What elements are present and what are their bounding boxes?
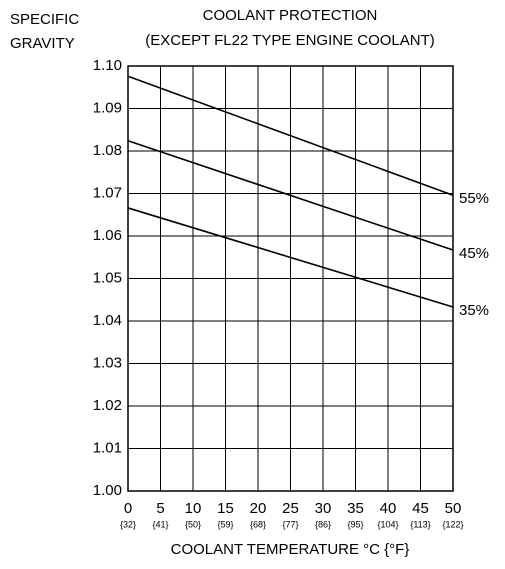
y-tick-label: 1.03 (93, 354, 122, 371)
y-tick-label: 1.09 (93, 99, 122, 116)
x-tick-secondary-label: {32} (120, 519, 136, 529)
x-tick-label: 0 (124, 500, 132, 517)
x-tick-secondary-label: {104} (377, 519, 398, 529)
line (127, 75, 454, 196)
line (127, 140, 454, 251)
y-tick-label: 1.06 (93, 227, 122, 244)
y-tick-label: 1.07 (93, 184, 122, 201)
x-tick-label: 45 (412, 500, 429, 517)
x-tick-label: 20 (250, 500, 267, 517)
y-axis-label: GRAVITY (10, 35, 75, 52)
x-tick-secondary-label: {122} (442, 519, 463, 529)
x-tick-label: 10 (185, 500, 202, 517)
y-tick-label: 1.00 (93, 482, 122, 499)
y-tick-label: 1.08 (93, 142, 122, 159)
x-tick-secondary-label: {95} (347, 519, 363, 529)
y-tick-label: 1.01 (93, 439, 122, 456)
x-tick-label: 35 (347, 500, 364, 517)
chart-subtitle: (EXCEPT FL22 TYPE ENGINE COOLANT) (145, 32, 435, 49)
x-tick-secondary-label: {68} (250, 519, 266, 529)
x-tick-secondary-label: {77} (282, 519, 298, 529)
x-tick-secondary-label: {59} (217, 519, 233, 529)
y-tick-label: 1.04 (93, 312, 122, 329)
series-label: 55% (459, 190, 489, 207)
y-tick-label: 1.02 (93, 397, 122, 414)
x-axis-label: COOLANT TEMPERATURE °C {°F} (171, 541, 410, 558)
x-tick-label: 30 (315, 500, 332, 517)
series-label: 45% (459, 245, 489, 262)
line (127, 207, 454, 308)
series-label: 35% (459, 302, 489, 319)
x-tick-label: 25 (282, 500, 299, 517)
x-tick-secondary-label: {50} (185, 519, 201, 529)
x-tick-secondary-label: {113} (410, 519, 430, 529)
x-tick-label: 15 (217, 500, 234, 517)
x-tick-label: 40 (380, 500, 397, 517)
y-axis-label: SPECIFIC (10, 11, 79, 28)
x-tick-secondary-label: {41} (152, 519, 168, 529)
x-tick-label: 50 (445, 500, 462, 517)
plot-border (127, 65, 454, 492)
x-tick-secondary-label: {86} (315, 519, 331, 529)
x-tick-label: 5 (156, 500, 164, 517)
chart-title: COOLANT PROTECTION (203, 7, 378, 24)
y-tick-label: 1.10 (93, 57, 122, 74)
y-tick-label: 1.05 (93, 269, 122, 286)
